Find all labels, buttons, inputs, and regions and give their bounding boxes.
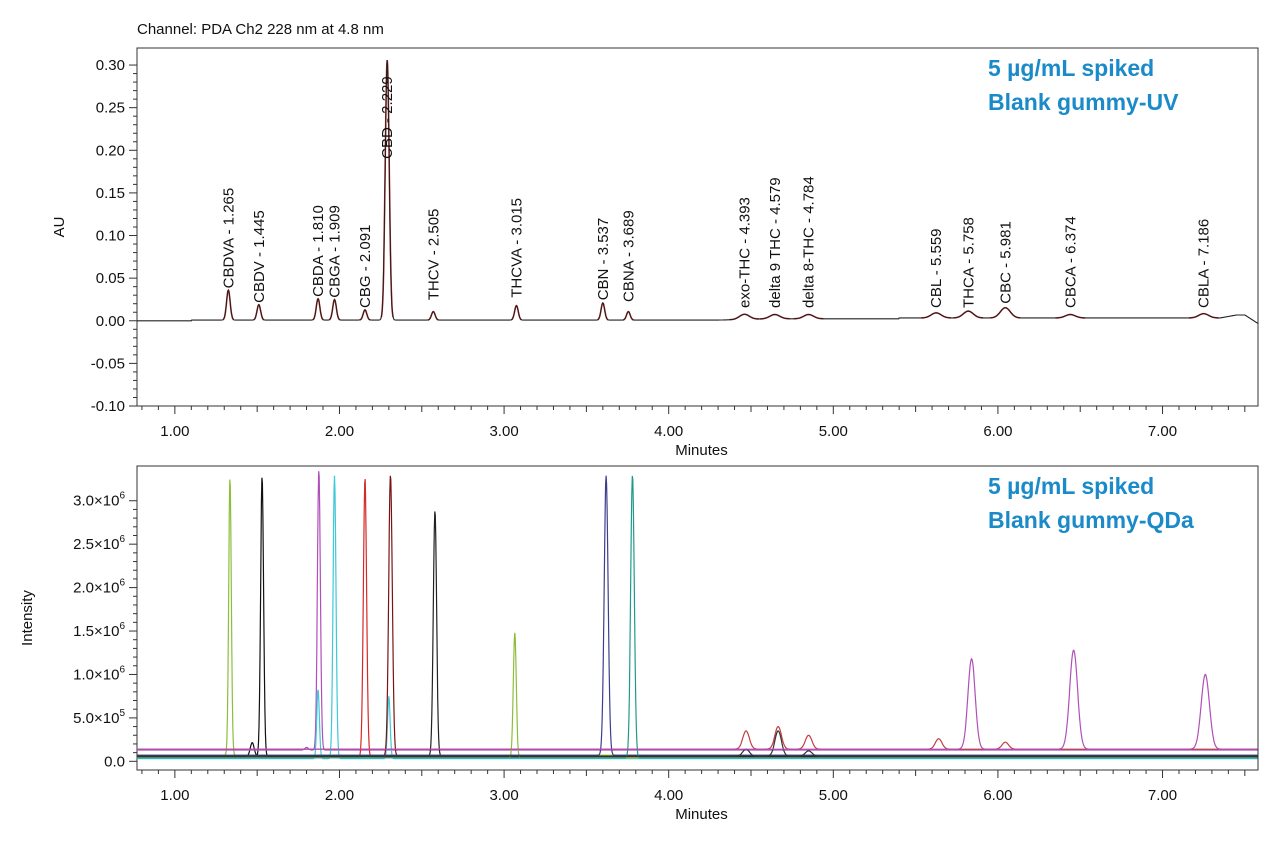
uv-peak-label: THCVA - 3.015 — [508, 198, 525, 298]
uv-x-tick-label: 6.00 — [983, 423, 1012, 440]
uv-peak-label: THCV - 2.505 — [425, 209, 442, 301]
qda-series-thcva — [137, 632, 1258, 759]
qda-y-tick-label: 2.0×106 — [73, 578, 125, 597]
qda-x-tick-label: 4.00 — [654, 787, 683, 804]
uv-channel-label: Channel: PDA Ch2 228 nm at 4.8 nm — [137, 21, 384, 38]
uv-peak-label: CBL - 5.559 — [928, 228, 945, 308]
uv-x-tick-label: 7.00 — [1148, 423, 1177, 440]
uv-peak-label: CBC - 5.981 — [997, 221, 1014, 304]
uv-y-tick-label: 0.20 — [96, 142, 125, 159]
qda-series-thc-isomers-trace-2 — [137, 730, 1258, 757]
uv-y-tick-label: 0.10 — [96, 228, 125, 245]
qda-y-tick-label: 3.0×106 — [73, 491, 125, 510]
uv-peak-label: CBLA - 7.186 — [1196, 219, 1213, 308]
uv-peak-label: CBN - 3.537 — [595, 218, 612, 301]
qda-x-tick-label: 7.00 — [1148, 787, 1177, 804]
uv-x-tick-label: 4.00 — [654, 423, 683, 440]
qda-plot-frame — [136, 465, 1259, 771]
uv-y-tick-label: -0.10 — [91, 398, 125, 415]
uv-x-tick-label: 5.00 — [819, 423, 848, 440]
uv-peak-label: delta 8-THC - 4.784 — [801, 176, 818, 308]
uv-y-tick-label: 0.15 — [96, 185, 125, 202]
qda-y-tick-label: 1.5×106 — [73, 621, 125, 640]
uv-peak-label: CBCA - 6.374 — [1062, 216, 1079, 308]
qda-title-line: Blank gummy-QDa — [988, 507, 1194, 533]
uv-peak-label: CBDA - 1.810 — [310, 205, 327, 297]
qda-y-tick-label: 0.0 — [104, 753, 125, 770]
uv-x-tick-label: 1.00 — [160, 423, 189, 440]
uv-peak-label: CBG - 2.091 — [357, 225, 374, 308]
qda-y-tick-label: 2.5×106 — [73, 534, 125, 553]
qda-y-axis-label: Intensity — [19, 590, 36, 646]
qda-x-tick-label: 6.00 — [983, 787, 1012, 804]
qda-title-line: 5 µg/mL spiked — [988, 473, 1154, 499]
uv-y-tick-label: 0.25 — [96, 100, 125, 117]
uv-x-tick-label: 2.00 — [325, 423, 354, 440]
uv-peak-label: exo-THC - 4.393 — [736, 197, 753, 308]
uv-peak-label: THCA - 5.758 — [960, 217, 977, 308]
qda-x-tick-label: 5.00 — [819, 787, 848, 804]
uv-title-line: 5 µg/mL spiked — [988, 55, 1154, 81]
qda-series-cbna — [137, 475, 1258, 759]
qda-series-cbn — [137, 475, 1258, 756]
uv-y-tick-label: 0.05 — [96, 270, 125, 287]
qda-x-tick-label: 1.00 — [160, 787, 189, 804]
qda-x-axis-label: Minutes — [675, 806, 728, 823]
uv-peak-label: delta 9 THC - 4.579 — [767, 177, 784, 308]
qda-series-cbga — [137, 475, 1258, 760]
uv-y-tick-label: 0.30 — [96, 57, 125, 74]
uv-peak-label: CBDVA - 1.265 — [220, 188, 237, 289]
uv-y-tick-label: -0.05 — [91, 355, 125, 372]
uv-x-tick-label: 3.00 — [489, 423, 518, 440]
qda-y-tick-label: 5.0×105 — [73, 708, 125, 727]
uv-title-line: Blank gummy-UV — [988, 89, 1179, 115]
uv-peak-label: CBGA - 1.909 — [327, 205, 344, 298]
uv-chromatogram-trace — [137, 60, 1258, 324]
qda-series-thcv — [137, 511, 1258, 757]
qda-x-tick-label: 2.00 — [325, 787, 354, 804]
uv-peak-label: CBDV - 1.445 — [251, 210, 268, 303]
uv-peak-label: CBD - 2.229 — [379, 76, 396, 159]
uv-y-tick-label: 0.00 — [96, 313, 125, 330]
uv-y-axis-label: AU — [51, 217, 68, 238]
qda-series-thc-isomers — [137, 725, 1258, 750]
qda-x-tick-label: 3.00 — [489, 787, 518, 804]
qda-series-thca-cbca-cbla — [137, 649, 1258, 750]
uv-peak-label: CBNA - 3.689 — [620, 210, 637, 302]
qda-y-tick-label: 1.0×106 — [73, 664, 125, 683]
uv-x-axis-label: Minutes — [675, 442, 728, 459]
